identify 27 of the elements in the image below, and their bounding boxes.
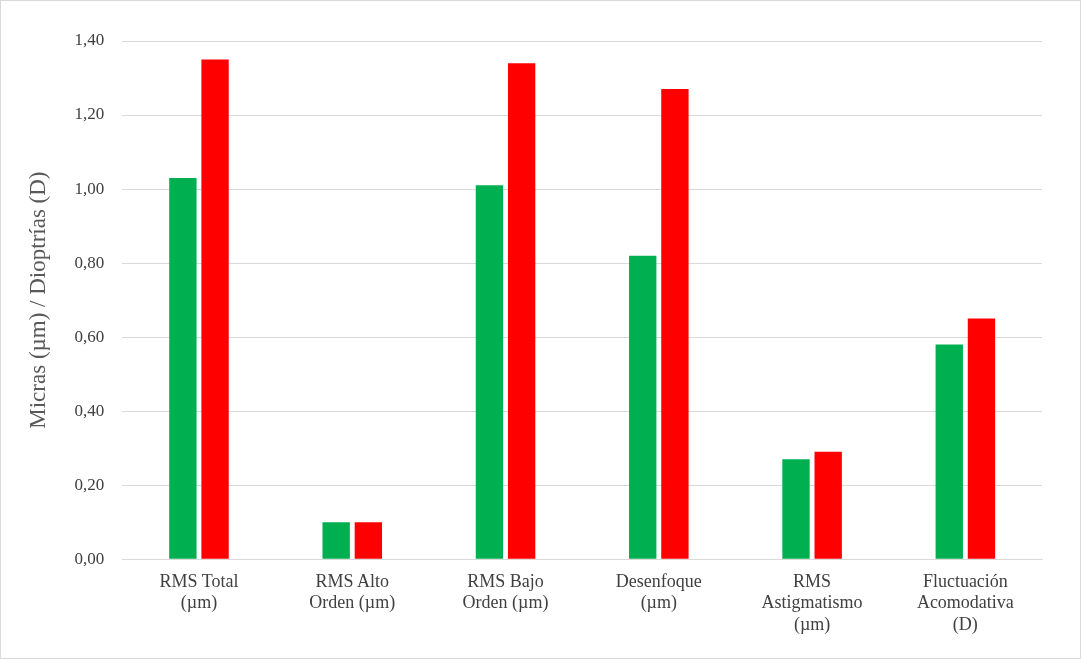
y-tick-label: 1,20 bbox=[74, 104, 105, 124]
x-tick-label: Desenfoque (µm) bbox=[615, 570, 702, 614]
y-tick-label: 0,20 bbox=[74, 474, 105, 494]
x-tick-label: RMS Astigmatismo (µm) bbox=[761, 570, 863, 635]
y-tick-label: 0,80 bbox=[74, 252, 105, 272]
bar bbox=[661, 89, 689, 559]
x-tick-label: RMS Bajo Orden (µm) bbox=[462, 570, 549, 614]
bar bbox=[814, 451, 842, 559]
y-tick-label: 1,00 bbox=[74, 178, 105, 198]
x-tick-label: RMS Total (µm) bbox=[159, 570, 239, 614]
bar bbox=[935, 344, 963, 559]
x-tick-label: Fluctuación Acomodativa (D) bbox=[916, 570, 1014, 635]
y-tick-label: 0,00 bbox=[74, 548, 105, 568]
x-tick-label: RMS Alto Orden (µm) bbox=[309, 570, 396, 614]
bar bbox=[475, 185, 504, 559]
bar bbox=[169, 177, 197, 559]
bar bbox=[629, 255, 657, 559]
bar bbox=[782, 459, 810, 559]
y-tick-label: 0,40 bbox=[74, 400, 105, 420]
bar bbox=[354, 522, 383, 559]
bar bbox=[322, 522, 350, 559]
bar bbox=[507, 63, 536, 559]
y-tick-label: 1,40 bbox=[74, 30, 105, 50]
y-axis-title: Micras (µm) / Dioptrías (D) bbox=[24, 171, 50, 429]
y-tick-label: 0,60 bbox=[74, 326, 105, 346]
bar bbox=[967, 318, 996, 559]
bar bbox=[201, 59, 229, 559]
